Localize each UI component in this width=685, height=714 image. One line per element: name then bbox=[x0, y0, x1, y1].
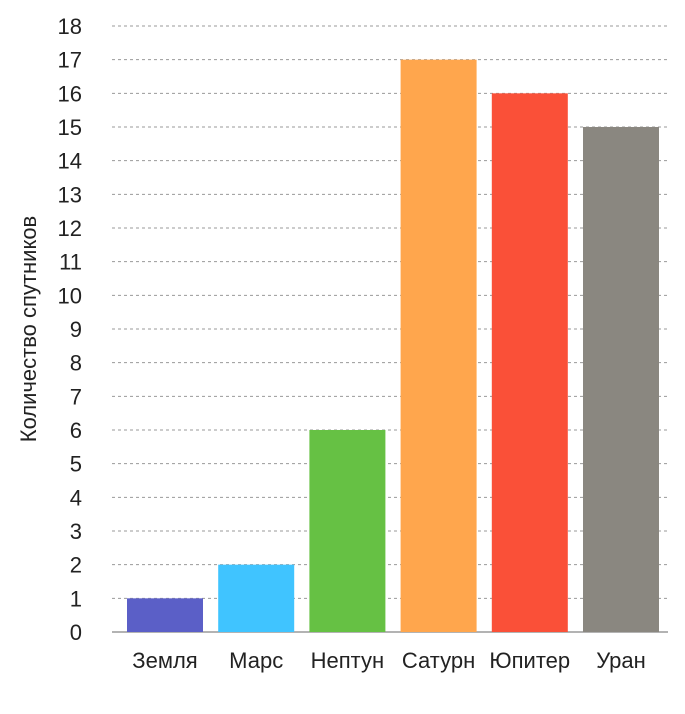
y-tick-label: 9 bbox=[70, 317, 82, 342]
x-axis-labels: Земля Марс Нептун Сатурн Юпитер Уран bbox=[132, 648, 646, 673]
bars bbox=[127, 59, 659, 633]
bar-1 bbox=[127, 598, 203, 632]
y-tick-label: 2 bbox=[70, 553, 82, 578]
y-tick-label: 18 bbox=[58, 14, 82, 39]
y-tick-label: 5 bbox=[70, 452, 82, 477]
y-tick-label: 14 bbox=[58, 149, 82, 174]
bar-3 bbox=[309, 430, 386, 632]
x-category-label: Юпитер bbox=[489, 648, 570, 673]
y-tick-label: 15 bbox=[58, 115, 82, 140]
x-category-label: Уран bbox=[596, 648, 646, 673]
bar-5 bbox=[491, 93, 568, 633]
y-axis-title: Количество спутников bbox=[16, 216, 41, 442]
bar-2 bbox=[218, 564, 295, 632]
y-tick-label: 12 bbox=[58, 216, 82, 241]
gridlines bbox=[112, 25, 668, 633]
x-category-label: Марс bbox=[229, 648, 283, 673]
bar-4 bbox=[400, 59, 477, 632]
y-tick-label: 17 bbox=[58, 48, 82, 73]
y-tick-label: 16 bbox=[58, 81, 82, 106]
x-category-label: Земля bbox=[132, 648, 197, 673]
y-tick-label: 1 bbox=[70, 586, 82, 611]
y-tick-label: 4 bbox=[70, 485, 82, 510]
y-tick-label: 10 bbox=[58, 283, 82, 308]
y-tick-label: 11 bbox=[59, 250, 82, 275]
y-tick-label: 7 bbox=[70, 384, 82, 409]
y-tick-label: 13 bbox=[58, 182, 82, 207]
bar-6 bbox=[583, 127, 659, 632]
y-tick-label: 0 bbox=[70, 620, 82, 645]
x-category-label: Сатурн bbox=[402, 648, 475, 673]
y-tick-label: 6 bbox=[70, 418, 82, 443]
x-category-label: Нептун bbox=[311, 648, 385, 673]
y-tick-label: 3 bbox=[70, 519, 82, 544]
y-tick-label: 8 bbox=[70, 351, 82, 376]
